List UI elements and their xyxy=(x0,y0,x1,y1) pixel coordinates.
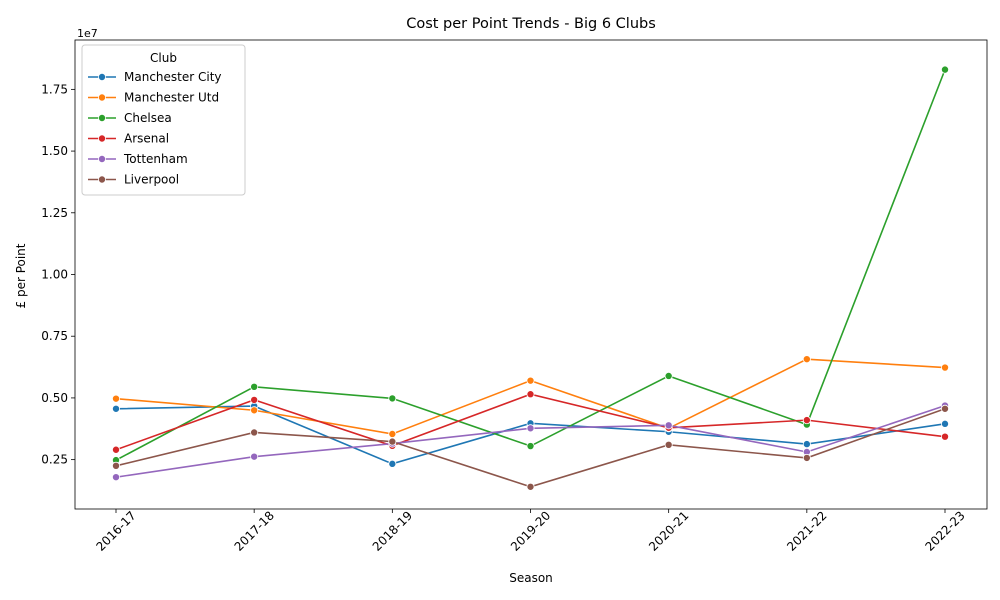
point-arsenal-2021-22 xyxy=(802,416,811,425)
point-arsenal-2016-17 xyxy=(112,445,121,454)
point-liverpool-2017-18 xyxy=(250,428,259,437)
point-arsenal-2022-23 xyxy=(941,432,950,441)
point-manchester-utd-2019-20 xyxy=(526,376,535,385)
point-manchester-city-2016-17 xyxy=(112,404,121,413)
y-tick-label-2: 0.75 xyxy=(41,329,68,343)
legend-title: Club xyxy=(150,51,177,65)
legend-box xyxy=(81,44,246,196)
point-manchester-city-2018-19 xyxy=(388,459,397,468)
point-manchester-city-2021-22 xyxy=(802,440,811,449)
point-liverpool-2020-21 xyxy=(664,440,673,449)
legend: Club Manchester City Manchester Utd Chelsea… xyxy=(81,44,246,196)
legend-label-arsenal: Arsenal xyxy=(124,132,169,146)
point-chelsea-2022-23 xyxy=(941,65,950,74)
legend-label-manchester-city: Manchester City xyxy=(124,70,222,84)
point-liverpool-2019-20 xyxy=(526,482,535,491)
point-tottenham-2017-18 xyxy=(250,452,259,461)
legend-label-chelsea: Chelsea xyxy=(124,111,172,125)
point-arsenal-2017-18 xyxy=(250,395,259,404)
legend-marker-liverpool xyxy=(98,175,107,184)
point-chelsea-2019-20 xyxy=(526,442,535,451)
y-offset-label: 1e7 xyxy=(77,27,98,40)
point-manchester-utd-2022-23 xyxy=(941,363,950,372)
point-liverpool-2016-17 xyxy=(112,461,121,470)
point-tottenham-2019-20 xyxy=(526,424,535,433)
legend-marker-tottenham xyxy=(98,154,107,163)
x-axis-label: Season xyxy=(509,571,553,585)
point-tottenham-2020-21 xyxy=(664,421,673,430)
point-manchester-city-2022-23 xyxy=(941,419,950,428)
legend-marker-chelsea xyxy=(98,114,107,123)
point-chelsea-2017-18 xyxy=(250,382,259,391)
y-tick-label-0: 0.25 xyxy=(41,453,68,467)
y-tick-label-4: 1.25 xyxy=(41,206,68,220)
point-chelsea-2018-19 xyxy=(388,394,397,403)
axes-frame xyxy=(74,39,988,510)
y-tick-label-5: 1.50 xyxy=(41,144,68,158)
y-axis-label: £ per Point xyxy=(14,243,28,308)
point-chelsea-2020-21 xyxy=(664,371,673,380)
chart-title: Cost per Point Trends - Big 6 Clubs xyxy=(406,16,656,32)
legend-label-manchester-utd: Manchester Utd xyxy=(124,91,219,105)
point-manchester-utd-2021-22 xyxy=(802,355,811,364)
point-liverpool-2021-22 xyxy=(802,453,811,462)
point-liverpool-2018-19 xyxy=(388,437,397,446)
legend-marker-manchester-utd xyxy=(98,93,107,102)
y-tick-label-3: 1.00 xyxy=(41,268,68,282)
point-tottenham-2016-17 xyxy=(112,473,121,482)
legend-label-liverpool: Liverpool xyxy=(124,173,179,187)
y-tick-label-6: 1.75 xyxy=(41,82,68,96)
point-arsenal-2019-20 xyxy=(526,390,535,399)
point-manchester-utd-2018-19 xyxy=(388,429,397,438)
point-manchester-utd-2017-18 xyxy=(250,406,259,415)
legend-label-tottenham: Tottenham xyxy=(123,152,188,166)
legend-marker-manchester-city xyxy=(98,73,107,82)
y-tick-label-1: 0.50 xyxy=(41,391,68,405)
point-liverpool-2022-23 xyxy=(941,404,950,413)
legend-marker-arsenal xyxy=(98,134,107,143)
point-manchester-utd-2016-17 xyxy=(112,394,121,403)
